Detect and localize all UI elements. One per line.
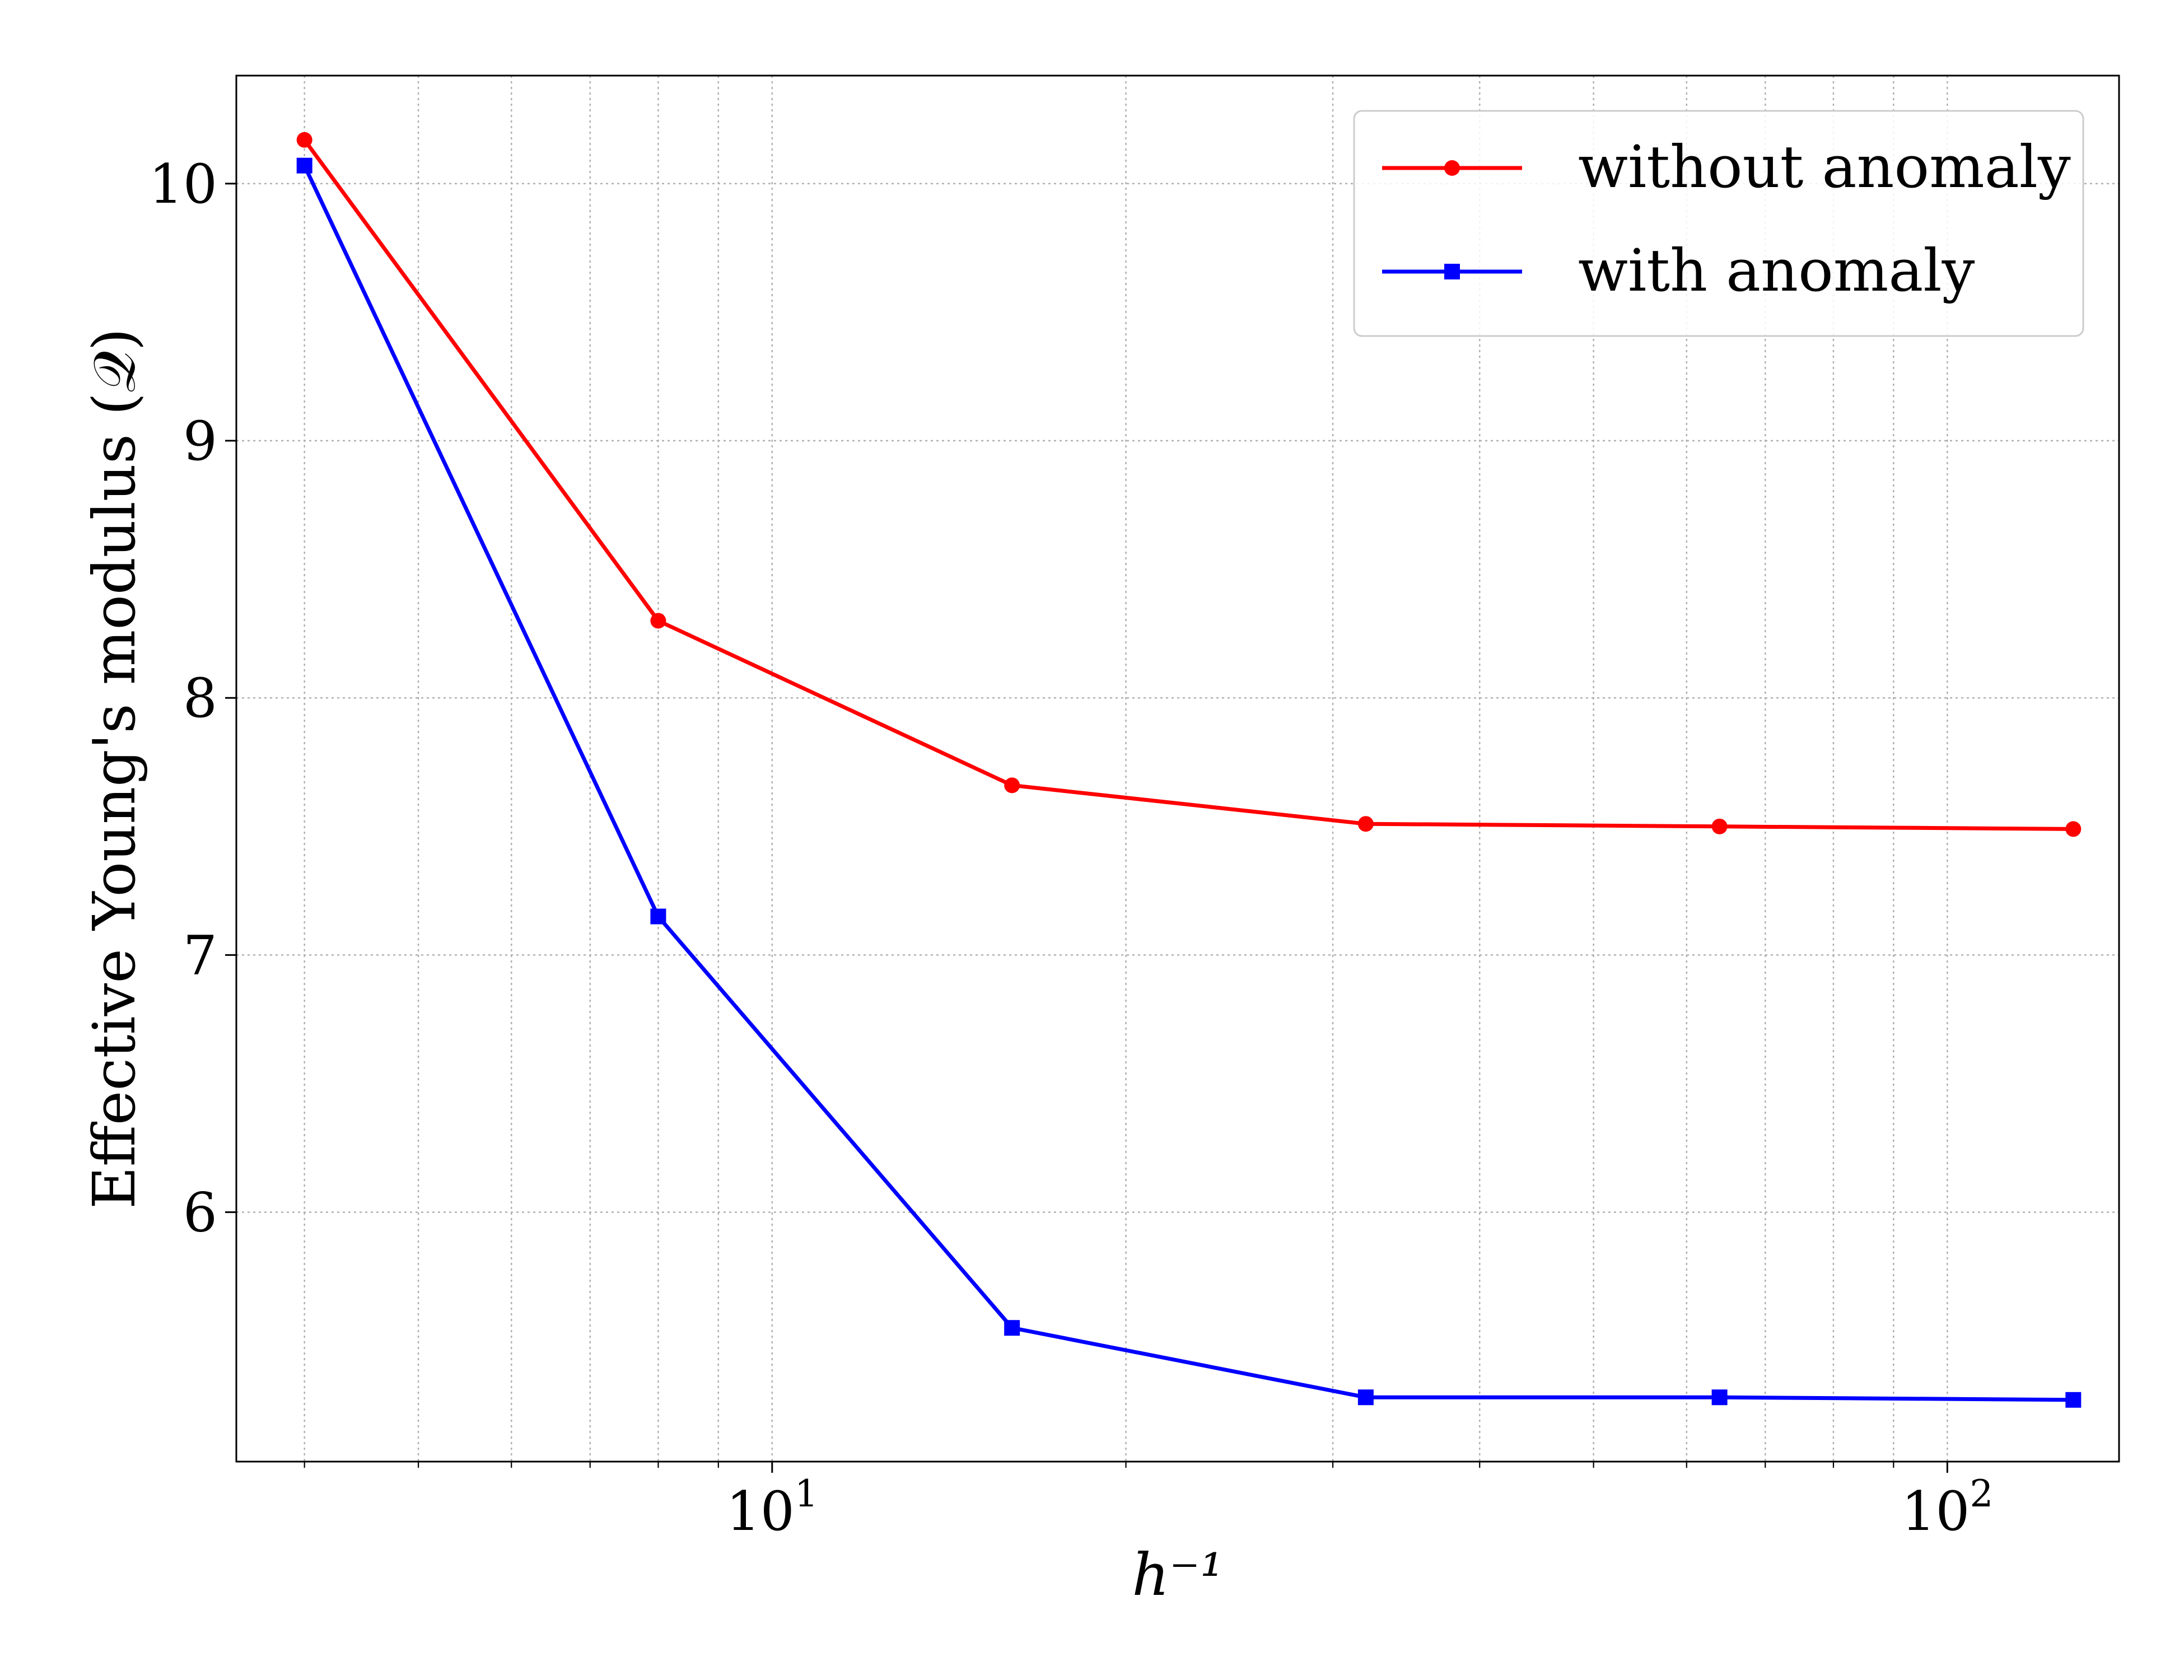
legend: without anomaly with anomaly [1353,110,2084,337]
ticks [225,183,1948,1473]
data-point [1711,818,1728,834]
y-tick-label: 7 [183,924,217,987]
data-point [650,908,666,925]
y-tick-label: 8 [183,667,217,730]
data-point [2065,821,2082,837]
x-tick-exponent: 1 [795,1472,818,1515]
data-point [650,613,666,629]
series-markers [296,132,2082,1408]
legend-box [1353,110,2084,337]
data-point [1004,777,1020,794]
data-point [1004,1320,1020,1336]
series-line-1 [302,165,2074,1402]
plot-frame [235,74,2120,1463]
series-line-0 [302,138,2074,831]
legend-entries: without anomaly with anomaly [1382,133,2071,305]
x-tick-base: 10 [1901,1480,1970,1543]
legend-label: without anomaly [1578,133,2071,201]
legend-marker [1444,264,1460,279]
y-axis-label: Effective Young's modulus (𝒬) [80,328,148,1209]
data-point [296,157,312,174]
x-axis-label: h⁻¹ [1132,1541,1224,1609]
y-tick-label: 6 [183,1182,217,1244]
data-point [1357,1389,1374,1406]
x-tick-base: 10 [726,1480,795,1543]
x-tick-label: 101 [726,1472,818,1543]
data-point [296,132,312,148]
x-tick-exponent: 2 [1970,1472,1993,1515]
data-point [1711,1389,1728,1406]
series-lines [302,138,2074,1402]
legend-marker [1444,160,1460,176]
y-tick-label: 10 [149,153,217,216]
legend-label: with anomaly [1578,236,1975,305]
data-point [1357,816,1374,832]
x-tick-label: 102 [1901,1472,1993,1543]
data-point [2065,1392,2082,1408]
y-tick-label: 9 [183,410,217,473]
